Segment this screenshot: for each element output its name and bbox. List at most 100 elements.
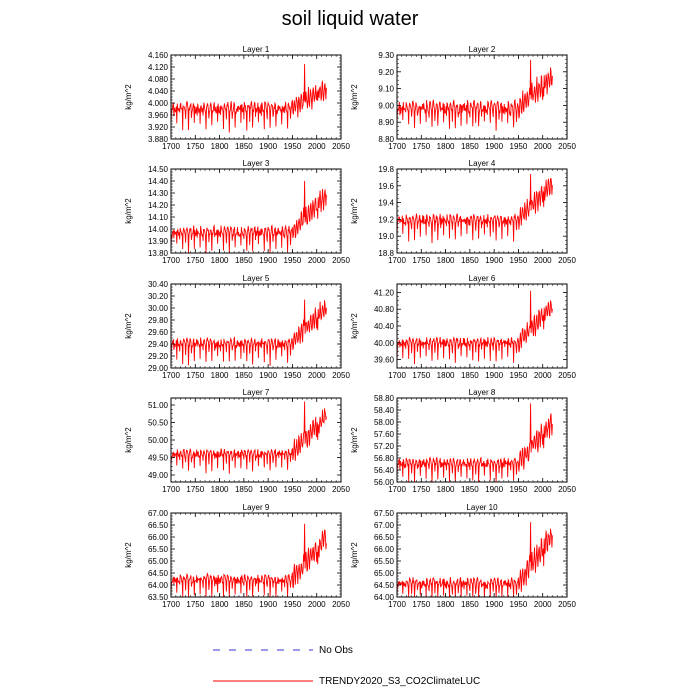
plot-frame xyxy=(396,168,568,254)
series-line xyxy=(396,522,553,598)
x-tick-label: 1700 xyxy=(162,485,180,494)
x-tick-label: 2050 xyxy=(558,256,576,265)
y-tick-label: 8.90 xyxy=(378,118,394,127)
panel-title: Layer 2 xyxy=(469,45,496,54)
y-tick-label: 13.80 xyxy=(148,249,169,258)
y-tick-label: 29.20 xyxy=(148,352,169,361)
y-tick-label: 58.40 xyxy=(374,406,395,415)
y-tick-label: 65.50 xyxy=(374,557,395,566)
panel-title: Layer 3 xyxy=(243,159,270,168)
x-tick-label: 2050 xyxy=(558,485,576,494)
series-line xyxy=(170,299,327,366)
series-line xyxy=(396,173,553,244)
x-tick-label: 1950 xyxy=(510,485,528,494)
x-tick-label: 2050 xyxy=(332,485,350,494)
y-tick-label: 4.120 xyxy=(148,63,169,72)
plot-frame xyxy=(170,168,342,254)
y-tick-label: 4.040 xyxy=(148,87,169,96)
y-tick-label: 66.50 xyxy=(148,521,169,530)
x-tick-label: 1850 xyxy=(461,142,479,151)
x-tick-label: 1800 xyxy=(437,371,455,380)
x-tick-label: 2000 xyxy=(308,485,326,494)
y-tick-label: 19.4 xyxy=(378,199,394,208)
y-tick-label: 29.00 xyxy=(148,364,169,373)
y-tick-label: 19.2 xyxy=(378,215,394,224)
x-tick-label: 1850 xyxy=(461,485,479,494)
y-tick-label: 40.40 xyxy=(374,322,395,331)
y-axis-label: kg/m^2 xyxy=(350,198,359,224)
x-tick-label: 1800 xyxy=(437,142,455,151)
x-tick-label: 1700 xyxy=(388,600,406,609)
y-tick-label: 66.50 xyxy=(374,533,395,542)
x-tick-label: 1900 xyxy=(259,600,277,609)
x-tick-label: 1900 xyxy=(485,142,503,151)
y-tick-label: 14.10 xyxy=(148,213,169,222)
x-tick-label: 1850 xyxy=(461,371,479,380)
x-tick-label: 1950 xyxy=(510,600,528,609)
legend-model-label: TRENDY2020_S3_CO2ClimateLUC xyxy=(319,676,480,687)
x-tick-label: 2000 xyxy=(308,142,326,151)
x-tick-label: 1700 xyxy=(162,371,180,380)
x-tick-label: 1700 xyxy=(162,600,180,609)
y-tick-label: 67.00 xyxy=(374,521,395,530)
y-tick-label: 29.40 xyxy=(148,340,169,349)
y-tick-label: 64.00 xyxy=(148,581,169,590)
x-tick-label: 1900 xyxy=(259,485,277,494)
panel-title: Layer 5 xyxy=(243,274,270,283)
x-tick-label: 2000 xyxy=(534,600,552,609)
x-tick-label: 2050 xyxy=(558,600,576,609)
x-tick-label: 2050 xyxy=(558,371,576,380)
y-tick-label: 30.20 xyxy=(148,292,169,301)
x-tick-label: 1750 xyxy=(412,371,430,380)
y-tick-label: 41.20 xyxy=(374,288,395,297)
y-tick-label: 39.60 xyxy=(374,356,395,365)
y-tick-label: 30.00 xyxy=(148,304,169,313)
x-tick-label: 1950 xyxy=(510,142,528,151)
panel-title: Layer 6 xyxy=(469,274,496,283)
x-tick-label: 1950 xyxy=(284,142,302,151)
series-line xyxy=(170,63,327,133)
panel-title: Layer 10 xyxy=(466,503,498,512)
x-tick-label: 2050 xyxy=(332,142,350,151)
y-tick-label: 49.00 xyxy=(148,471,169,480)
x-tick-label: 1950 xyxy=(510,256,528,265)
x-tick-label: 1800 xyxy=(211,485,229,494)
y-tick-label: 64.00 xyxy=(374,593,395,602)
y-tick-label: 40.80 xyxy=(374,305,395,314)
x-tick-label: 1800 xyxy=(437,256,455,265)
x-tick-label: 1850 xyxy=(235,256,253,265)
x-tick-label: 1750 xyxy=(186,371,204,380)
panel-title: Layer 4 xyxy=(469,159,496,168)
x-tick-label: 1700 xyxy=(388,142,406,151)
x-tick-label: 1900 xyxy=(485,371,503,380)
y-tick-label: 57.60 xyxy=(374,430,395,439)
y-axis-label: kg/m^2 xyxy=(124,313,133,339)
x-tick-label: 1800 xyxy=(211,371,229,380)
y-tick-label: 4.160 xyxy=(148,51,169,60)
x-tick-label: 1800 xyxy=(437,600,455,609)
x-tick-label: 1950 xyxy=(284,485,302,494)
y-tick-label: 19.6 xyxy=(378,182,394,191)
x-tick-label: 1800 xyxy=(437,485,455,494)
x-tick-label: 2000 xyxy=(308,371,326,380)
y-tick-label: 64.50 xyxy=(148,569,169,578)
x-tick-label: 2000 xyxy=(534,485,552,494)
y-tick-label: 9.00 xyxy=(378,101,394,110)
y-tick-label: 30.40 xyxy=(148,280,169,289)
y-tick-label: 58.00 xyxy=(374,418,395,427)
y-tick-label: 65.00 xyxy=(374,569,395,578)
y-axis-label: kg/m^2 xyxy=(124,542,133,568)
y-tick-label: 66.00 xyxy=(374,545,395,554)
y-tick-label: 14.50 xyxy=(148,165,169,174)
x-tick-label: 1700 xyxy=(388,371,406,380)
x-tick-label: 2000 xyxy=(308,256,326,265)
x-tick-label: 1950 xyxy=(284,371,302,380)
y-tick-label: 8.80 xyxy=(378,135,394,144)
panel-title: Layer 9 xyxy=(243,503,270,512)
series-line xyxy=(170,180,327,254)
x-tick-label: 1700 xyxy=(388,485,406,494)
panel-title: Layer 1 xyxy=(243,45,270,54)
x-tick-label: 1750 xyxy=(186,142,204,151)
